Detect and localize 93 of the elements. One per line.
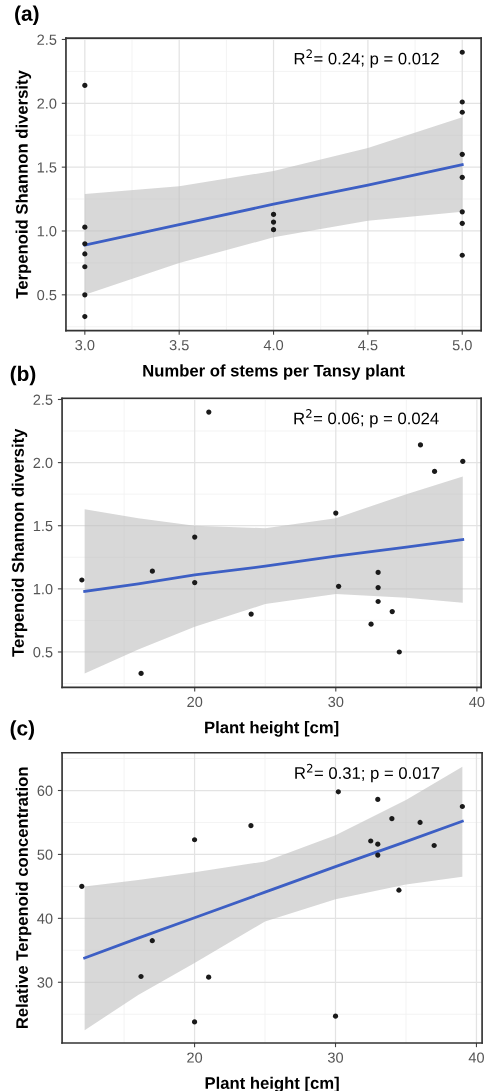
x-tick-label: 40 [469,696,485,708]
point [459,109,465,115]
point [459,209,465,215]
y-tick-label: 1.0 [37,226,57,237]
x-tick-label: 5.0 [452,339,472,351]
point [191,1019,198,1025]
point [459,99,465,105]
x-tick-label: 4.5 [358,340,378,351]
x-tick-label: 30 [328,696,344,708]
point [389,608,395,615]
point [375,569,381,576]
point [375,852,381,858]
point [206,409,212,415]
x-tick-label: 20 [187,1052,203,1063]
line-series [83,819,464,960]
point [149,938,155,944]
point [191,837,198,843]
x-tick-label: 3.5 [169,339,189,351]
point [332,1013,339,1019]
point [82,82,88,89]
y-tick-label: 1.5 [37,162,57,173]
x-tick-label: 20 [187,696,203,708]
point [248,611,254,617]
point [82,313,88,320]
point [335,789,341,795]
point [459,803,465,810]
chart-title: (a) [15,5,39,26]
point [270,211,277,217]
y-tick-label: 2.0 [33,457,53,469]
y-tick-label: 1.5 [33,520,53,532]
point [192,579,198,586]
point [460,458,466,464]
y-tick-label: 60 [37,785,53,796]
y-tick-label: 40 [37,913,53,924]
point [149,568,155,574]
point [82,264,88,270]
annotation: R$^{2}$= 0.06; p = 0.024 [294,409,439,428]
point [459,220,465,226]
y-tick-label: 0.5 [33,647,53,658]
y-tick-label: 2.5 [37,34,57,45]
point [431,468,438,475]
point [431,842,437,849]
point [206,974,212,980]
point [459,151,465,157]
point [375,584,381,591]
point [417,442,424,448]
y-tick-label: 50 [37,849,53,860]
point [138,670,144,677]
y-tick-label: 2.5 [33,394,53,405]
y-axis-title: Terpenoid Shannon diversity [15,70,32,299]
point [138,973,144,980]
point [270,227,277,233]
line-series [83,538,465,593]
y-tick-label: 30 [37,977,53,988]
point [368,838,374,844]
point [396,887,402,893]
point [333,510,339,516]
chart-title: (c) [10,720,34,740]
point [79,883,85,889]
point [368,621,374,627]
point [82,241,88,247]
y-tick-label: 1.0 [33,583,53,595]
point [82,251,88,257]
x-tick-label: 3.0 [75,339,95,351]
point [336,583,342,589]
y-axis-title: Relative Terpenoid concentration [15,767,32,1029]
point [375,841,381,847]
point [459,252,465,258]
x-axis-title: Number of stems per Tansy plant [143,364,405,380]
annotation: R$^{2}$= 0.31; p = 0.017 [295,763,440,783]
point [459,174,465,180]
point [79,577,85,583]
annotation: R$^{2}$= 0.24; p = 0.012 [294,49,439,68]
y-axis-title: Terpenoid Shannon diversity [11,428,28,657]
y-tick-label: 2.0 [37,98,57,109]
point [375,796,381,803]
line-series [83,163,464,247]
point [192,534,198,540]
x-tick-label: 40 [468,1052,484,1063]
x-tick-label: 30 [327,1052,344,1063]
chart-title: (b) [10,365,36,386]
y-tick-label: 0.5 [37,289,57,301]
point [389,816,395,822]
point [459,49,465,55]
point [375,598,381,605]
x-tick-label: 4.0 [263,339,284,351]
point [417,819,423,826]
point [82,224,88,230]
x-axis-title: Plant height [cm] [205,721,339,737]
point [248,823,254,829]
point [270,219,277,225]
point [82,292,88,298]
point [396,649,402,655]
